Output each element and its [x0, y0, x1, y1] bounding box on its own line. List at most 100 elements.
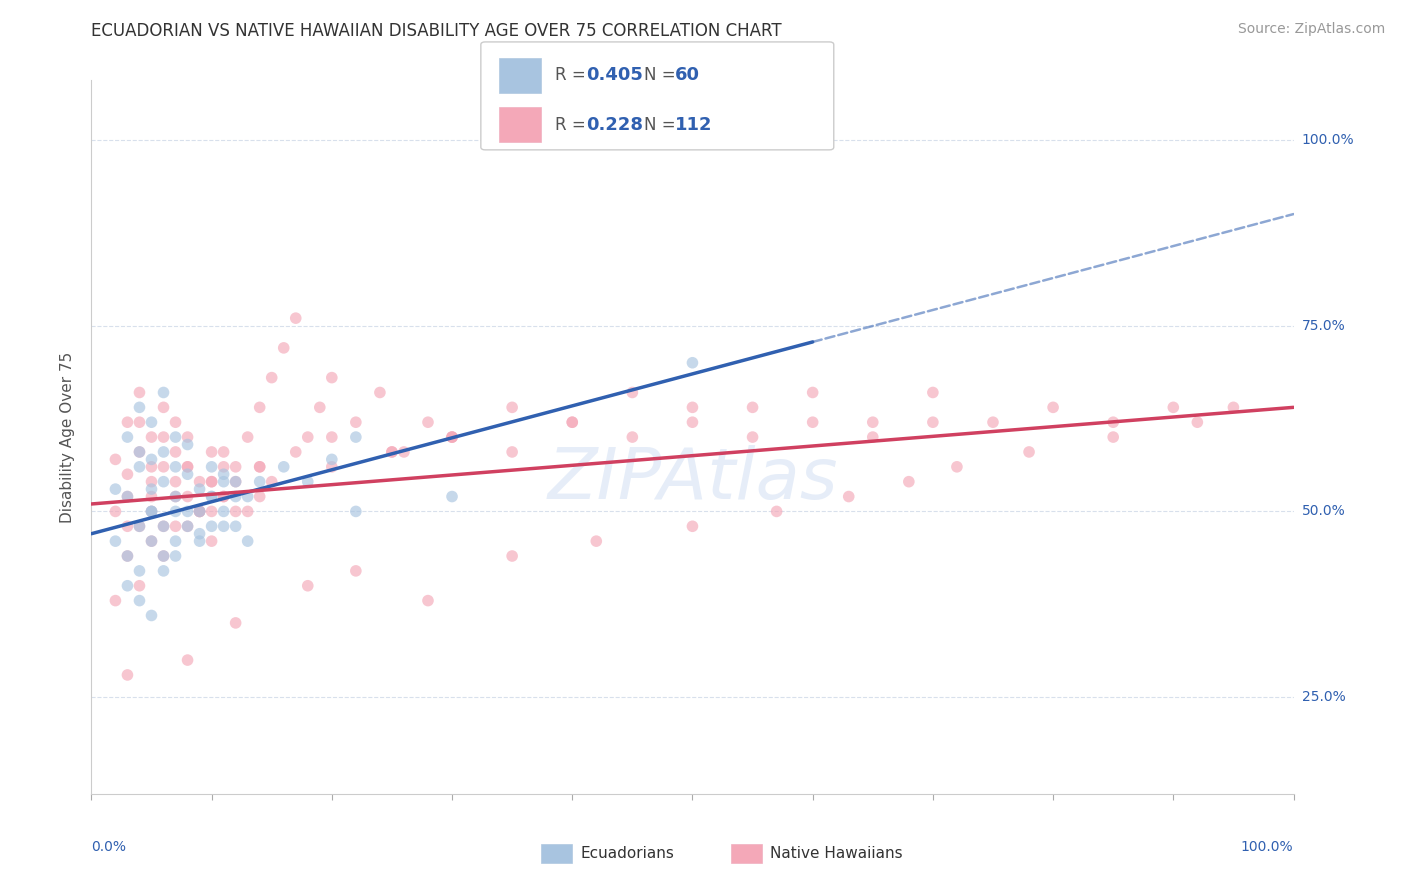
Point — [152, 445, 174, 459]
Point — [561, 415, 583, 429]
Point — [321, 459, 343, 474]
Point — [117, 549, 139, 563]
Text: Source: ZipAtlas.com: Source: ZipAtlas.com — [1237, 22, 1385, 37]
Point — [128, 415, 150, 429]
Point — [1222, 401, 1244, 415]
Point — [201, 534, 224, 549]
Point — [897, 475, 920, 489]
Point — [946, 459, 969, 474]
Point — [297, 475, 319, 489]
Text: Ecuadorians: Ecuadorians — [581, 847, 675, 861]
Point — [440, 430, 463, 444]
Point — [141, 534, 163, 549]
Point — [176, 519, 198, 533]
Point — [681, 401, 703, 415]
Point — [176, 519, 198, 533]
Point — [141, 504, 163, 518]
Point — [188, 504, 211, 518]
Point — [212, 475, 235, 489]
Point — [260, 475, 283, 489]
Text: R =: R = — [555, 116, 592, 134]
Point — [321, 370, 343, 384]
Point — [212, 504, 235, 518]
Point — [141, 415, 163, 429]
Point — [801, 415, 824, 429]
Point — [201, 504, 224, 518]
Point — [104, 482, 127, 496]
Point — [801, 385, 824, 400]
Point — [225, 504, 247, 518]
Point — [249, 475, 271, 489]
Point — [165, 519, 187, 533]
Point — [128, 445, 150, 459]
Point — [501, 445, 523, 459]
Point — [141, 504, 163, 518]
Point — [141, 452, 163, 467]
Point — [249, 490, 271, 504]
Point — [165, 490, 187, 504]
Point — [681, 519, 703, 533]
Point — [104, 504, 127, 518]
Point — [344, 415, 367, 429]
Text: 0.0%: 0.0% — [91, 840, 127, 855]
Point — [104, 534, 127, 549]
Text: 25.0%: 25.0% — [1302, 690, 1346, 705]
Point — [1102, 430, 1125, 444]
Point — [165, 445, 187, 459]
Point — [152, 459, 174, 474]
Point — [236, 534, 259, 549]
Point — [368, 385, 391, 400]
Text: N =: N = — [644, 66, 681, 85]
Text: N =: N = — [644, 116, 681, 134]
Point — [128, 385, 150, 400]
Point — [117, 519, 139, 533]
Point — [165, 504, 187, 518]
Point — [201, 475, 224, 489]
Text: 0.405: 0.405 — [586, 66, 643, 85]
Point — [128, 593, 150, 607]
Point — [128, 445, 150, 459]
Point — [1187, 415, 1209, 429]
Point — [681, 356, 703, 370]
Point — [741, 401, 763, 415]
Point — [141, 490, 163, 504]
Point — [152, 564, 174, 578]
Point — [165, 415, 187, 429]
Point — [1102, 415, 1125, 429]
Point — [188, 475, 211, 489]
Point — [165, 459, 187, 474]
Point — [152, 519, 174, 533]
Point — [392, 445, 415, 459]
Point — [212, 519, 235, 533]
Point — [416, 593, 439, 607]
Point — [117, 579, 139, 593]
Point — [225, 459, 247, 474]
Point — [176, 430, 198, 444]
Point — [141, 459, 163, 474]
Point — [201, 490, 224, 504]
Point — [922, 385, 945, 400]
Point — [225, 519, 247, 533]
Point — [104, 452, 127, 467]
Point — [152, 385, 174, 400]
Point — [188, 482, 211, 496]
Point — [1018, 445, 1040, 459]
Point — [141, 475, 163, 489]
Point — [621, 430, 644, 444]
Point — [862, 415, 884, 429]
Text: 100.0%: 100.0% — [1302, 133, 1354, 147]
Point — [152, 549, 174, 563]
Point — [344, 564, 367, 578]
Text: ZIPAtlas: ZIPAtlas — [547, 445, 838, 515]
Point — [188, 526, 211, 541]
Point — [561, 415, 583, 429]
Point — [621, 385, 644, 400]
Point — [165, 475, 187, 489]
Point — [862, 430, 884, 444]
Point — [440, 430, 463, 444]
Point — [201, 519, 224, 533]
Point — [117, 549, 139, 563]
Point — [188, 534, 211, 549]
Point — [201, 475, 224, 489]
Point — [225, 475, 247, 489]
